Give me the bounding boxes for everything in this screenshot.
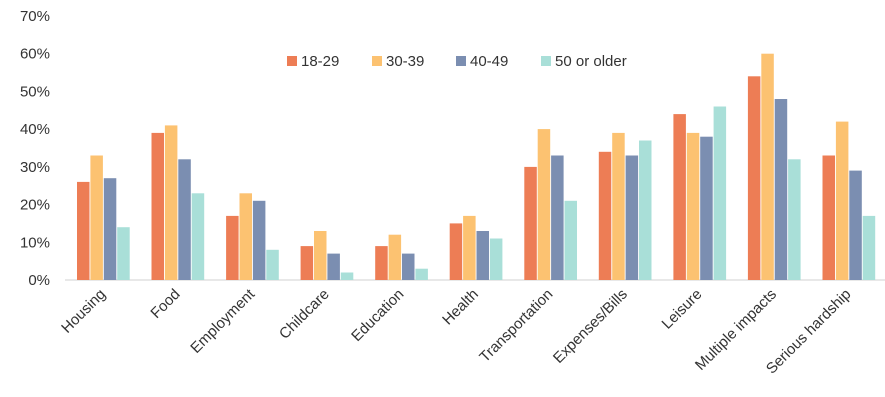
bar [300,246,314,280]
bar [402,253,415,280]
bar [463,215,476,280]
bar [164,125,178,281]
y-tick-label: 10% [20,234,50,251]
bar [537,129,551,280]
bar [340,272,354,280]
bar [226,215,239,280]
bar [788,159,801,280]
bar [151,132,164,280]
bar [90,155,103,280]
bar [862,215,876,280]
bar [449,223,463,280]
x-category-label: Education [348,286,407,345]
bar [178,159,191,280]
legend-swatch [372,56,382,66]
y-tick-label: 0% [28,272,50,289]
bar [239,193,252,280]
y-tick-label: 70% [20,8,50,25]
legend-label: 40-49 [470,53,508,70]
bar [849,170,862,280]
bars-layer [77,53,876,281]
x-category-label: Leisure [659,286,706,333]
x-category-label: Food [147,286,183,322]
bar [625,155,639,280]
bar [598,151,612,280]
legend-swatch [287,56,297,66]
bar [103,178,117,280]
bar [639,140,652,280]
x-category-label: Housing [58,286,109,337]
legend: 18-29 30-39 40-49 50 or older [287,53,627,70]
legend-label: 30-39 [386,53,424,70]
bar [822,155,835,280]
bar [564,200,577,280]
bar [524,166,537,280]
y-tick-label: 50% [20,83,50,100]
bar [266,249,279,280]
y-tick-label: 40% [20,121,50,138]
y-tick-label: 60% [20,46,50,63]
bar [673,114,686,280]
bar [327,253,340,280]
bar [835,121,849,280]
bar [747,76,761,280]
bar [191,193,205,280]
bar [713,106,727,280]
bar [551,155,564,280]
x-category-label: Expenses/Bills [550,286,631,367]
bar [774,99,788,280]
legend-label: 50 or older [555,53,627,70]
y-tick-label: 30% [20,159,50,176]
bar [415,268,428,280]
bar [612,132,625,280]
legend-swatch [541,56,551,66]
category-labels: Housing Food Employment Childcare Education H… [58,285,854,377]
bar [489,238,503,280]
bar [117,227,130,280]
x-category-label: Transportation [476,286,556,366]
x-category-label: Employment [187,285,259,357]
y-tick-label: 20% [20,197,50,214]
bar [77,181,90,280]
bar [686,132,700,280]
bar [476,231,489,280]
bar [252,200,266,280]
x-category-label: Childcare [276,286,333,343]
bar [761,53,774,281]
legend-swatch [456,56,466,66]
x-category-label: Health [439,286,482,329]
bar [388,234,402,280]
bar [700,136,713,280]
bar [314,231,327,280]
bar [375,246,388,280]
legend-label: 18-29 [301,53,339,70]
